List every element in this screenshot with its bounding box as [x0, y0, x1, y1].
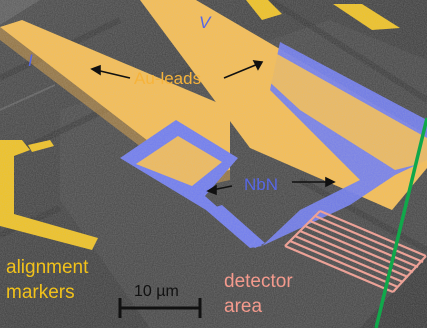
nbn-label: NbN — [244, 175, 279, 194]
scale-bar — [118, 298, 202, 318]
alignment-markers-label-line2: markers — [6, 282, 75, 303]
alignment-markers-label-line1: alignment — [6, 257, 89, 278]
detector-area-label-line1: detector — [224, 271, 293, 292]
scale-bar-label: 10 µm — [134, 283, 179, 300]
detector-area-label-line2: area — [224, 296, 263, 317]
current-lead-label: I — [28, 51, 33, 70]
nbn-arrows — [206, 176, 336, 196]
au-leads-label: Au-leads — [134, 69, 202, 88]
au-leads-arrows — [90, 60, 264, 79]
voltage-lead-label: V — [199, 13, 211, 32]
green-indicator-line — [374, 117, 427, 328]
